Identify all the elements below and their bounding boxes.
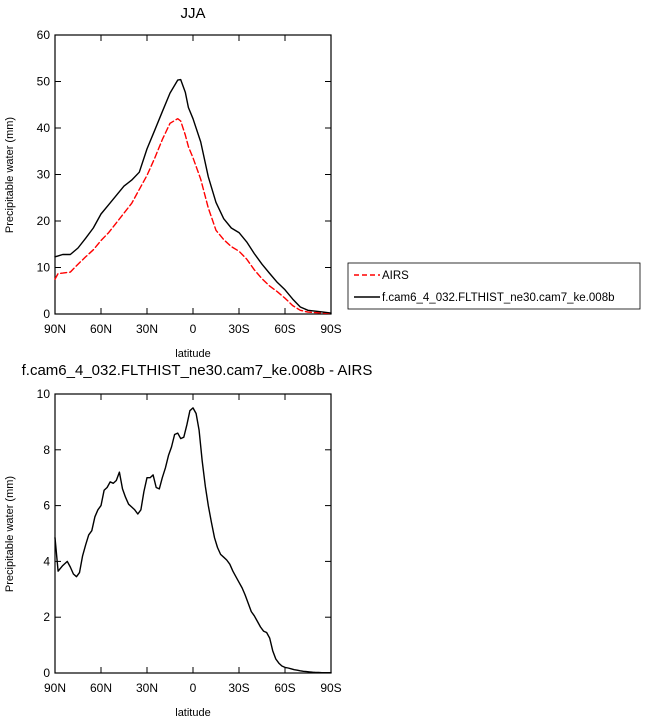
y-tick-label: 4 (43, 554, 50, 568)
series-group (54, 407, 332, 674)
x-axis-label: latitude (175, 348, 210, 360)
axis-ticks: 0 2 4 6 8 10 90N 60N 30N 0 30S 60S 90S (37, 387, 342, 695)
x-tick-label: 30N (136, 322, 158, 336)
legend-box (347, 262, 641, 310)
x-tick-label: 60S (274, 322, 295, 336)
y-tick-label: 6 (43, 499, 50, 513)
y-tick-label: 0 (43, 666, 50, 680)
y-tick-label: 10 (37, 387, 51, 401)
x-tick-label: 90S (320, 322, 341, 336)
x-tick-label: 60N (90, 681, 112, 695)
y-tick-label: 10 (37, 261, 51, 275)
y-tick-label: 20 (37, 214, 51, 228)
series-line-0 (54, 117, 332, 315)
y-axis-label: Precipitable water (mm) (4, 117, 16, 233)
plot-frame (54, 393, 332, 674)
legend-label-airs: AIRS (382, 270, 409, 282)
x-tick-label: 90N (44, 322, 66, 336)
chart-panel-jja: JJA Precipitable water (mm) latitude 0 10… (4, 5, 641, 360)
y-tick-label: 0 (43, 307, 50, 321)
y-axis-label: Precipitable water (mm) (4, 476, 16, 592)
legend-label-model: f.cam6_4_032.FLTHIST_ne30.cam7_ke.008b (382, 292, 614, 304)
axis-ticks: 0 10 20 30 40 50 60 90N 60N 30N 0 30S 60S 90S (37, 28, 342, 336)
y-tick-label: 30 (37, 168, 51, 182)
x-tick-label: 0 (190, 681, 197, 695)
x-tick-label: 30S (228, 322, 249, 336)
series-line-1 (54, 78, 332, 314)
series-group (54, 78, 332, 315)
x-tick-label: 90N (44, 681, 66, 695)
y-tick-label: 40 (37, 121, 51, 135)
chart-panel-difference: f.cam6_4_032.FLTHIST_ne30.cam7_ke.008b -… (4, 362, 372, 719)
x-tick-label: 30N (136, 681, 158, 695)
x-tick-label: 60S (274, 681, 295, 695)
x-tick-label: 30S (228, 681, 249, 695)
x-tick-label: 90S (320, 681, 341, 695)
chart-title: f.cam6_4_032.FLTHIST_ne30.cam7_ke.008b -… (22, 362, 373, 379)
legend: AIRS f.cam6_4_032.FLTHIST_ne30.cam7_ke.0… (347, 262, 641, 310)
chart-title: JJA (180, 5, 205, 22)
y-tick-label: 60 (37, 28, 51, 42)
y-tick-label: 50 (37, 75, 51, 89)
x-tick-label: 0 (190, 322, 197, 336)
x-tick-label: 60N (90, 322, 112, 336)
plot-frame (54, 34, 332, 315)
series-line-0 (54, 407, 332, 674)
y-tick-label: 8 (43, 443, 50, 457)
x-axis-label: latitude (175, 707, 210, 719)
y-tick-label: 2 (43, 610, 50, 624)
